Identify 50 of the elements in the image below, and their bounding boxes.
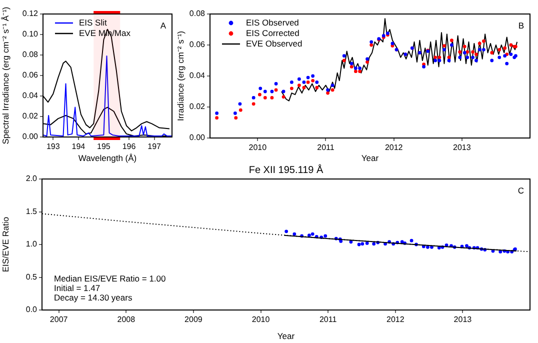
- y-tick-label: 0.08: [189, 9, 206, 18]
- y-tick-label: 1.5: [26, 206, 38, 216]
- legend-label: EVE Observed: [246, 38, 302, 48]
- annotation: Initial = 1.47: [54, 282, 100, 293]
- y-tick-label: 0.10: [22, 30, 39, 39]
- x-tick-label: 196: [122, 142, 136, 152]
- x-tick-label: 2009: [184, 315, 203, 324]
- y-tick-label: 0.02: [189, 102, 206, 112]
- x-tick-label: 2012: [384, 143, 404, 152]
- y-tick-label: 1.0: [26, 240, 38, 249]
- legend-label: EIS Corrected: [246, 28, 300, 38]
- x-tick-label: 193: [46, 142, 60, 152]
- annotation: C: [518, 185, 524, 196]
- x-tick-label: 2010: [248, 143, 268, 152]
- y-tick-label: 0.0: [26, 305, 38, 314]
- x-tick-label: 195: [97, 142, 111, 152]
- x-tick-label: 2008: [117, 315, 136, 324]
- x-tick-label: 194: [72, 142, 86, 152]
- x-tick-label: 197: [148, 142, 162, 152]
- x-tick-label: 2012: [386, 315, 405, 324]
- x-tick-label: 2011: [317, 143, 335, 152]
- y-axis-title: Irradiance (erg cm⁻² s⁻¹): [175, 30, 186, 122]
- legend-label: EIS Observed: [246, 17, 300, 28]
- x-tick-label: 2010: [252, 315, 270, 324]
- y-axis-title: EIS/EVE Ratio: [0, 216, 10, 272]
- x-axis-title: Year: [277, 331, 295, 342]
- x-tick-label: 2007: [50, 315, 68, 324]
- y-tick-label: 2.0: [26, 174, 38, 184]
- y-tick-label: 0.08: [22, 50, 39, 60]
- y-tick-label: 0.12: [22, 9, 39, 18]
- y-tick-label: 0.06: [189, 40, 206, 50]
- legend-label: EIS Slit: [79, 17, 108, 28]
- x-axis-title: Wavelength (Å): [78, 153, 137, 164]
- y-axis-title: Spectral Irradiance (erg cm⁻² s⁻¹ Å⁻¹): [0, 6, 10, 144]
- annotation: Decay = 14.30 years: [54, 292, 132, 302]
- x-tick-label: 2013: [453, 143, 472, 152]
- y-tick-label: 0.00: [189, 133, 206, 142]
- x-axis-title: Year: [361, 153, 379, 164]
- y-tick-label: 0.00: [22, 132, 39, 142]
- annotation: Median EIS/EVE Ratio = 1.00: [54, 273, 166, 284]
- y-tick-label: 0.5: [26, 272, 38, 282]
- y-tick-label: 0.04: [189, 71, 206, 80]
- y-tick-label: 0.06: [22, 70, 39, 80]
- x-tick-label: 2011: [319, 315, 338, 324]
- x-tick-label: 2013: [454, 315, 472, 324]
- annotation: B: [518, 20, 524, 30]
- y-tick-label: 0.02: [22, 112, 39, 121]
- chart-title: Fe XII 195.119 Å: [248, 164, 324, 176]
- annotation: A: [160, 20, 166, 30]
- y-tick-label: 0.04: [22, 91, 39, 100]
